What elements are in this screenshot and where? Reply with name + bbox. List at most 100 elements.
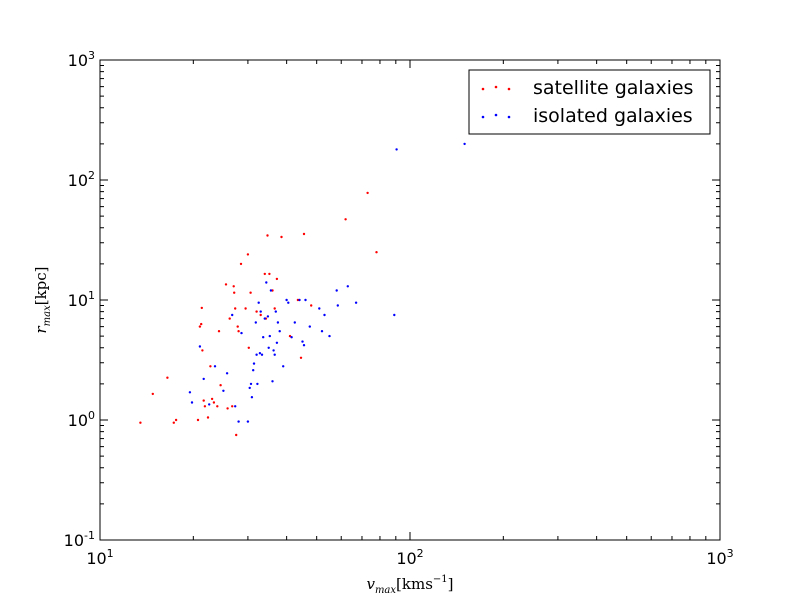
satellite-point: [259, 313, 262, 317]
satellite-point: [196, 418, 200, 422]
legend-box: [468, 69, 711, 135]
isolated-point: [222, 389, 225, 392]
isolated-point: [395, 148, 398, 151]
isolated-point: [276, 321, 280, 324]
isolated-point: [225, 372, 229, 375]
isolated-point: [318, 307, 321, 310]
satellite-point: [273, 307, 276, 310]
satellite-point: [366, 191, 369, 195]
legend-dot: [494, 85, 498, 89]
isolated-point: [198, 345, 202, 348]
axis-ticks: [99, 59, 721, 541]
satellite-point: [237, 330, 240, 333]
isolated-point: [255, 353, 258, 356]
x-tick-labels: 101 102 103: [86, 547, 733, 568]
legend-marker-isolated: [481, 113, 511, 119]
x-tick-label: 102: [396, 547, 423, 568]
isolated-point: [258, 352, 262, 355]
y-tick-label: 100: [68, 409, 95, 430]
legend-label-satellite: satellite galaxies: [533, 77, 693, 99]
isolated-point: [269, 289, 273, 292]
isolated-point: [271, 380, 274, 383]
isolated-point: [262, 336, 265, 339]
plot-frame: [99, 59, 721, 541]
satellite-point: [172, 421, 175, 424]
isolated-point: [252, 369, 255, 372]
y-axis-label: rmax[kpc]: [32, 266, 53, 333]
y-tick-labels: 10-1 100 101 102 103: [64, 49, 95, 550]
isolated-point: [273, 353, 276, 356]
satellite-point: [139, 421, 142, 424]
isolated-point: [257, 301, 260, 304]
satellite-point: [232, 285, 235, 288]
satellite-point: [236, 325, 239, 328]
legend-label-isolated: isolated galaxies: [533, 105, 693, 127]
isolated-point: [301, 340, 304, 343]
satellite-point: [235, 433, 238, 437]
satellite-point: [247, 346, 250, 349]
isolated-point: [208, 403, 211, 406]
isolated-point: [293, 321, 296, 324]
satellite-point: [255, 310, 258, 313]
satellite-point: [151, 392, 154, 396]
isolated-point: [202, 377, 205, 381]
satellite-point: [310, 304, 313, 307]
data-points: [139, 142, 466, 437]
isolated-point: [231, 313, 234, 317]
legend: satellite galaxies isolated galaxies: [468, 69, 711, 135]
satellite-point: [219, 384, 222, 387]
satellite-point: [249, 291, 252, 294]
isolated-point: [346, 285, 349, 288]
isolated-point: [252, 362, 256, 365]
isolated-point: [274, 310, 277, 313]
isolated-point: [335, 289, 338, 292]
isolated-point: [249, 382, 253, 386]
isolated-point: [463, 142, 466, 146]
isolated-point: [265, 281, 268, 284]
isolated-point: [320, 330, 324, 333]
satellite-point: [299, 356, 303, 359]
satellite-point: [174, 418, 178, 422]
satellite-point: [239, 262, 243, 266]
isolated-point: [250, 396, 254, 399]
satellite-point: [302, 232, 306, 236]
isolated-point: [304, 298, 307, 302]
y-tick-label: 102: [68, 169, 95, 190]
legend-dot: [481, 115, 485, 119]
isolated-point: [246, 420, 250, 423]
isolated-point: [256, 382, 259, 386]
isolated-point: [393, 313, 396, 317]
legend-dot: [507, 115, 511, 119]
satellite-point: [263, 272, 266, 276]
isolated-point: [308, 325, 311, 328]
satellite-point: [212, 401, 216, 404]
isolated-point: [290, 336, 293, 339]
isolated-point: [213, 365, 217, 368]
x-tick-label: 101: [86, 547, 113, 568]
isolated-point: [190, 401, 194, 404]
x-axis-label: vmax[kms−1]: [366, 574, 453, 596]
isolated-point: [248, 386, 251, 390]
isolated-point: [260, 353, 264, 356]
isolated-point: [302, 344, 306, 347]
isolated-point: [282, 365, 285, 368]
isolated-point: [240, 331, 243, 335]
satellite-point: [216, 405, 219, 408]
isolated-point: [354, 301, 358, 304]
satellite-point: [224, 283, 228, 286]
isolated-point: [234, 405, 237, 408]
satellite-point: [200, 322, 203, 326]
satellite-point: [266, 234, 269, 237]
isolated-point: [287, 301, 290, 304]
satellite-point: [375, 251, 378, 254]
legend-dot: [481, 87, 485, 91]
isolated-point: [254, 321, 257, 324]
satellite-point: [246, 253, 250, 256]
isolated-point: [268, 334, 271, 338]
satellite-point: [233, 291, 236, 294]
satellite-point: [198, 325, 202, 328]
satellite-point: [200, 306, 203, 310]
y-tick-label: 10-1: [64, 529, 95, 550]
isolated-point: [298, 298, 301, 302]
